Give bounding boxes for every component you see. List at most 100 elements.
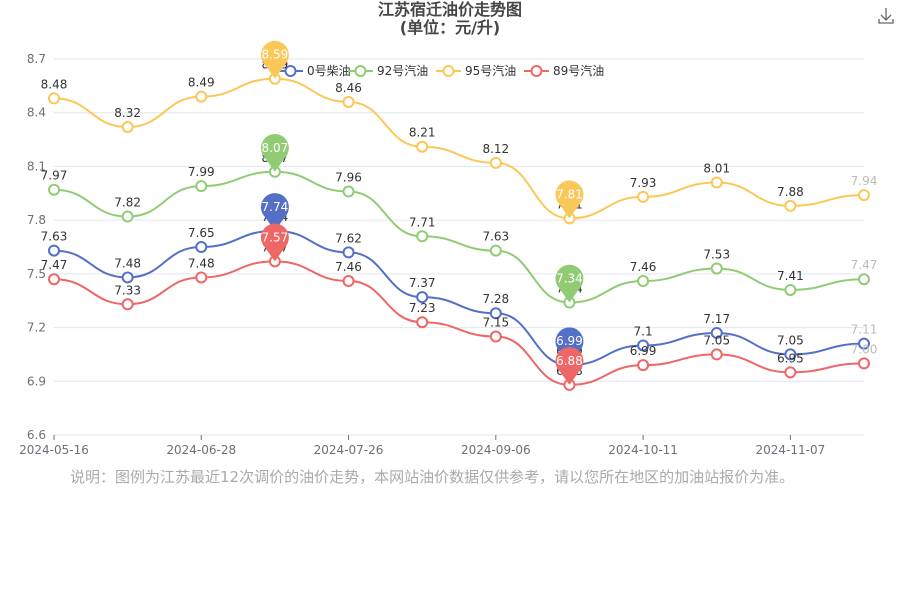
data-label: 7.33 bbox=[114, 283, 141, 297]
mark-pin-label: 8.59 bbox=[262, 48, 289, 62]
x-tick-label: 2024-05-16 bbox=[19, 443, 89, 457]
data-point bbox=[710, 348, 723, 361]
series-line bbox=[53, 77, 865, 220]
chart-subtitle: (单位：元/升) bbox=[400, 18, 500, 37]
data-point bbox=[637, 339, 650, 352]
data-label: 7.23 bbox=[409, 301, 436, 315]
x-tick-label: 2024-07-26 bbox=[314, 443, 384, 457]
y-tick-label: 7.8 bbox=[27, 213, 46, 227]
data-label: 7.1 bbox=[634, 324, 653, 338]
data-point bbox=[342, 246, 355, 259]
data-point bbox=[48, 244, 60, 257]
data-point bbox=[489, 307, 502, 320]
download-glyph[interactable] bbox=[878, 8, 894, 24]
data-point bbox=[195, 241, 208, 253]
mark-pin bbox=[555, 264, 584, 303]
data-point bbox=[195, 271, 208, 284]
legend-swatch-dot bbox=[354, 65, 367, 77]
data-point bbox=[784, 199, 797, 212]
mark-pin bbox=[555, 347, 584, 385]
data-point bbox=[489, 244, 502, 257]
mark-pin bbox=[555, 180, 584, 219]
data-point bbox=[195, 180, 208, 193]
data-label: 8.46 bbox=[335, 81, 362, 95]
legend-swatch-dot bbox=[442, 65, 455, 77]
data-point bbox=[637, 190, 650, 203]
x-tick-label: 2024-11-07 bbox=[755, 443, 825, 457]
mark-pin bbox=[260, 223, 289, 262]
legend-label: 89号汽油 bbox=[553, 63, 604, 78]
data-label: 7.63 bbox=[41, 230, 68, 244]
data-point bbox=[416, 316, 429, 329]
data-label: 7.37 bbox=[409, 276, 436, 290]
x-tick-label: 2024-10-11 bbox=[608, 443, 678, 457]
x-tick-label: 2024-06-28 bbox=[166, 443, 236, 457]
data-label: 7.15 bbox=[482, 316, 509, 330]
mark-pin-label: 7.81 bbox=[556, 187, 583, 201]
data-label: 8.21 bbox=[409, 126, 436, 140]
legend-label: 95号汽油 bbox=[465, 63, 516, 78]
data-label: 8.32 bbox=[114, 106, 141, 120]
data-label: 7.41 bbox=[777, 269, 804, 283]
data-point bbox=[637, 359, 650, 372]
y-tick-label: 6.9 bbox=[27, 374, 46, 388]
data-label: 8.49 bbox=[188, 76, 215, 90]
data-label: 7.48 bbox=[188, 256, 215, 270]
y-tick-label: 8.7 bbox=[27, 52, 46, 66]
data-point bbox=[858, 337, 870, 350]
mark-pin bbox=[555, 327, 584, 366]
data-point bbox=[416, 291, 429, 304]
chart-title: 江苏宿迁油价走势图 bbox=[378, 0, 522, 19]
data-label: 7.28 bbox=[482, 292, 509, 306]
data-point bbox=[710, 262, 723, 275]
legend-label: 0号柴油 bbox=[307, 64, 351, 78]
data-point bbox=[48, 92, 60, 105]
data-label: 7.00 bbox=[851, 342, 878, 356]
data-label: 7.82 bbox=[114, 196, 141, 210]
mark-pin-label: 8.07 bbox=[262, 141, 289, 155]
data-point bbox=[195, 90, 208, 103]
data-point bbox=[784, 366, 797, 379]
data-label: 8.01 bbox=[703, 162, 730, 176]
data-label: 7.53 bbox=[703, 247, 730, 261]
data-point bbox=[489, 156, 502, 169]
y-tick-label: 8.1 bbox=[27, 159, 46, 173]
data-point bbox=[858, 273, 870, 286]
data-label: 8.48 bbox=[41, 77, 68, 91]
data-label: 7.62 bbox=[335, 231, 362, 245]
download-icon[interactable] bbox=[878, 8, 894, 24]
data-label: 7.05 bbox=[777, 333, 804, 347]
note: 说明：图例为江苏最近12次调价的油价走势，本网站油价数据仅供参考，请以您所在地区… bbox=[70, 468, 795, 486]
data-point bbox=[48, 183, 60, 196]
data-label: 6.99 bbox=[630, 344, 657, 358]
data-point bbox=[342, 185, 355, 198]
data-label: 7.47 bbox=[851, 258, 878, 272]
mark-pin-label: 7.74 bbox=[262, 200, 289, 214]
data-label: 7.46 bbox=[630, 260, 657, 274]
y-tick-label: 7.2 bbox=[27, 321, 46, 335]
legend-swatch-dot bbox=[530, 65, 543, 77]
data-label: 7.88 bbox=[777, 185, 804, 199]
data-point bbox=[710, 176, 723, 189]
data-label: 7.63 bbox=[482, 230, 509, 244]
data-point bbox=[342, 95, 355, 108]
data-label: 7.97 bbox=[41, 169, 68, 183]
legend-label: 92号汽油 bbox=[377, 63, 428, 78]
y-tick-label: 7.5 bbox=[27, 267, 46, 281]
data-point bbox=[710, 326, 723, 339]
series-line bbox=[53, 260, 865, 386]
data-label: 7.48 bbox=[114, 256, 141, 270]
data-label: 7.65 bbox=[188, 226, 215, 240]
mark-pin-label: 6.88 bbox=[556, 354, 583, 368]
data-point bbox=[489, 330, 502, 343]
mark-pin bbox=[260, 193, 289, 231]
data-point bbox=[858, 189, 870, 202]
data-label: 7.71 bbox=[409, 215, 436, 229]
data-label: 7.93 bbox=[630, 176, 657, 190]
data-point bbox=[121, 210, 134, 223]
data-point bbox=[121, 271, 134, 284]
data-label: 7.96 bbox=[335, 170, 362, 184]
x-tick-label: 2024-09-06 bbox=[461, 443, 531, 457]
data-point bbox=[416, 230, 429, 243]
mark-pin-label: 7.34 bbox=[556, 272, 583, 286]
